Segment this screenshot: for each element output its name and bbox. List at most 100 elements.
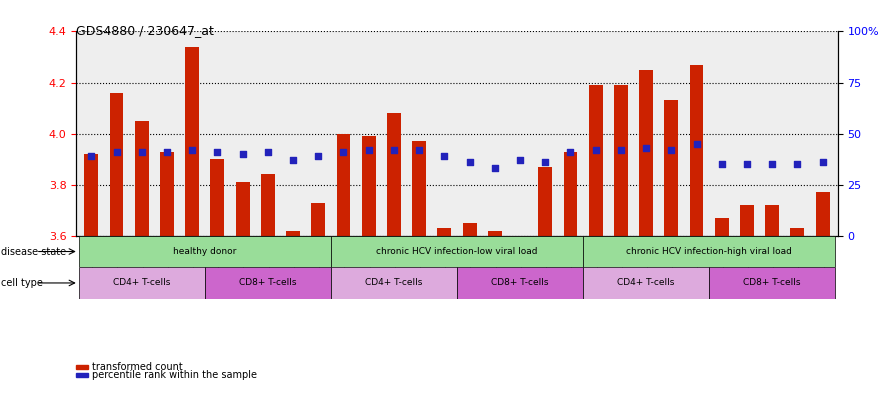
- Bar: [185, 47, 199, 236]
- Text: CD4+ T-cells: CD4+ T-cells: [366, 279, 423, 287]
- Point: [109, 149, 124, 155]
- Bar: [437, 228, 452, 236]
- Bar: [412, 141, 426, 236]
- Bar: [236, 182, 250, 236]
- Point: [639, 145, 653, 151]
- Text: GSM1210750: GSM1210750: [364, 236, 374, 287]
- Text: CD4+ T-cells: CD4+ T-cells: [617, 279, 675, 287]
- Text: healthy donor: healthy donor: [173, 247, 237, 256]
- Text: GSM1210766: GSM1210766: [515, 236, 524, 287]
- Text: GSM1210748: GSM1210748: [667, 236, 676, 286]
- Point: [689, 141, 703, 147]
- Text: GSM1210762: GSM1210762: [768, 236, 777, 286]
- Text: GSM1210754: GSM1210754: [213, 236, 222, 287]
- Text: CD4+ T-cells: CD4+ T-cells: [113, 279, 170, 287]
- Text: GSM1210743: GSM1210743: [187, 236, 196, 287]
- Text: chronic HCV infection-high viral load: chronic HCV infection-high viral load: [626, 247, 792, 256]
- Bar: [387, 113, 401, 236]
- Bar: [790, 228, 805, 236]
- Point: [765, 161, 780, 167]
- Bar: [639, 70, 653, 236]
- Text: GSM1210745: GSM1210745: [339, 236, 348, 287]
- Bar: [583, 267, 709, 299]
- Text: GSM1210756: GSM1210756: [263, 236, 272, 287]
- Text: GSM1210752: GSM1210752: [415, 236, 424, 286]
- Bar: [109, 93, 124, 236]
- Text: GSM1210744: GSM1210744: [591, 236, 600, 287]
- Text: GSM1210751: GSM1210751: [390, 236, 399, 286]
- Point: [513, 157, 527, 163]
- Text: GSM1210757: GSM1210757: [289, 236, 297, 287]
- Text: transformed count: transformed count: [92, 362, 183, 373]
- Text: GSM1210763: GSM1210763: [793, 236, 802, 287]
- Text: GSM1210753: GSM1210753: [440, 236, 449, 287]
- Bar: [664, 100, 678, 236]
- Bar: [211, 159, 224, 236]
- Bar: [79, 267, 205, 299]
- Text: GSM1210742: GSM1210742: [162, 236, 171, 286]
- Text: cell type: cell type: [1, 278, 43, 288]
- Point: [236, 151, 250, 157]
- Point: [715, 161, 729, 167]
- Point: [790, 161, 805, 167]
- Bar: [261, 174, 275, 236]
- Text: GSM1210767: GSM1210767: [540, 236, 550, 287]
- Text: CD8+ T-cells: CD8+ T-cells: [491, 279, 548, 287]
- Bar: [457, 267, 583, 299]
- Point: [134, 149, 149, 155]
- Point: [361, 147, 375, 153]
- Bar: [583, 236, 835, 267]
- Text: GSM1210747: GSM1210747: [642, 236, 650, 287]
- Text: percentile rank within the sample: percentile rank within the sample: [92, 370, 257, 380]
- Text: chronic HCV infection-low viral load: chronic HCV infection-low viral load: [376, 247, 538, 256]
- Text: GSM1210764: GSM1210764: [818, 236, 827, 287]
- Point: [538, 159, 553, 165]
- Bar: [331, 267, 457, 299]
- Text: GSM1210739: GSM1210739: [87, 236, 96, 287]
- Bar: [487, 231, 502, 236]
- Text: GSM1210741: GSM1210741: [137, 236, 146, 286]
- Point: [664, 147, 678, 153]
- Text: GSM1210755: GSM1210755: [238, 236, 247, 287]
- Text: GDS4880 / 230647_at: GDS4880 / 230647_at: [76, 24, 214, 37]
- Point: [261, 149, 275, 155]
- Bar: [815, 192, 830, 236]
- Text: CD8+ T-cells: CD8+ T-cells: [239, 279, 297, 287]
- Text: GSM1210765: GSM1210765: [490, 236, 499, 287]
- Text: disease state: disease state: [1, 246, 66, 257]
- Text: CD8+ T-cells: CD8+ T-cells: [744, 279, 801, 287]
- Bar: [740, 205, 754, 236]
- Point: [589, 147, 603, 153]
- Point: [412, 147, 426, 153]
- Bar: [84, 154, 99, 236]
- Bar: [286, 231, 300, 236]
- Text: GSM1210768: GSM1210768: [566, 236, 575, 286]
- Bar: [564, 151, 577, 236]
- Bar: [614, 85, 628, 236]
- Point: [815, 159, 830, 165]
- Bar: [538, 167, 552, 236]
- Point: [311, 153, 325, 159]
- Bar: [311, 202, 325, 236]
- Text: GSM1210759: GSM1210759: [718, 236, 727, 287]
- Bar: [362, 136, 375, 236]
- Point: [286, 157, 300, 163]
- Text: GSM1210749: GSM1210749: [692, 236, 701, 287]
- Text: GSM1210740: GSM1210740: [112, 236, 121, 287]
- Bar: [134, 121, 149, 236]
- Bar: [337, 134, 350, 236]
- Bar: [690, 64, 703, 236]
- Bar: [462, 223, 477, 236]
- Bar: [715, 218, 728, 236]
- Bar: [160, 151, 174, 236]
- Bar: [765, 205, 780, 236]
- Point: [185, 147, 199, 153]
- Bar: [513, 236, 527, 294]
- Bar: [79, 236, 331, 267]
- Point: [487, 165, 502, 171]
- Bar: [709, 267, 835, 299]
- Text: GSM1210760: GSM1210760: [465, 236, 474, 287]
- Point: [740, 161, 754, 167]
- Text: GSM1210758: GSM1210758: [314, 236, 323, 286]
- Bar: [331, 236, 583, 267]
